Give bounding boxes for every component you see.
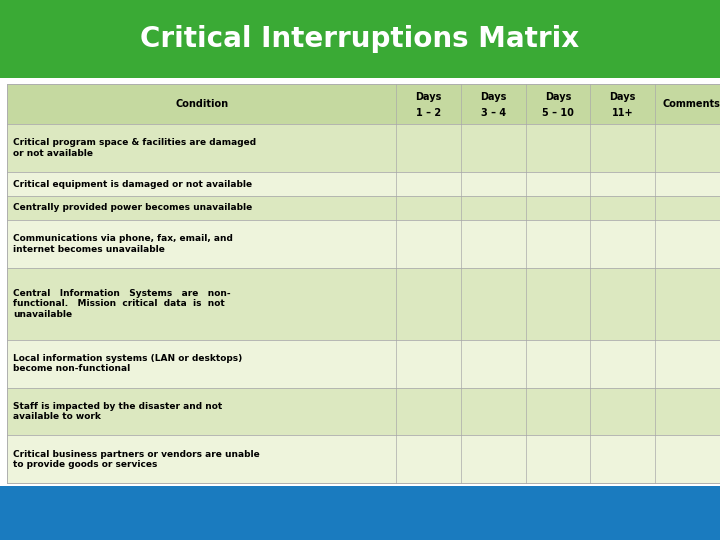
Text: Days: Days bbox=[545, 92, 571, 102]
Text: Staff is impacted by the disaster and not
available to work: Staff is impacted by the disaster and no… bbox=[13, 402, 222, 421]
Text: Communications via phone, fax, email, and
internet becomes unavailable: Communications via phone, fax, email, an… bbox=[13, 234, 233, 254]
Text: Days: Days bbox=[415, 92, 441, 102]
Text: Central   Information   Systems   are   non-
functional.   Mission  critical  da: Central Information Systems are non- fun… bbox=[13, 289, 230, 319]
Text: Comments: Comments bbox=[662, 99, 720, 109]
Text: 1 – 2: 1 – 2 bbox=[416, 108, 441, 118]
Bar bbox=[7, 435, 720, 483]
Bar bbox=[7, 196, 720, 220]
Text: Local information systems (LAN or desktops)
become non-functional: Local information systems (LAN or deskto… bbox=[13, 354, 242, 373]
Text: 5 – 10: 5 – 10 bbox=[542, 108, 574, 118]
Text: Critical business partners or vendors are unable
to provide goods or services: Critical business partners or vendors ar… bbox=[13, 450, 260, 469]
Bar bbox=[7, 172, 720, 196]
Text: Critical equipment is damaged or not available: Critical equipment is damaged or not ava… bbox=[13, 179, 252, 188]
Bar bbox=[0, 0, 720, 78]
Bar bbox=[7, 220, 720, 268]
Text: 3 – 4: 3 – 4 bbox=[481, 108, 505, 118]
Bar bbox=[0, 486, 720, 540]
Bar bbox=[7, 84, 720, 124]
Bar bbox=[7, 268, 720, 340]
Bar bbox=[7, 124, 720, 172]
Text: Critical Interruptions Matrix: Critical Interruptions Matrix bbox=[140, 25, 580, 53]
Text: Centrally provided power becomes unavailable: Centrally provided power becomes unavail… bbox=[13, 204, 252, 212]
Text: Critical program space & facilities are damaged
or not available: Critical program space & facilities are … bbox=[13, 138, 256, 158]
Text: 11+: 11+ bbox=[612, 108, 634, 118]
Text: Days: Days bbox=[610, 92, 636, 102]
Text: Days: Days bbox=[480, 92, 506, 102]
Text: Condition: Condition bbox=[175, 99, 228, 109]
Bar bbox=[7, 388, 720, 435]
Bar bbox=[7, 340, 720, 388]
